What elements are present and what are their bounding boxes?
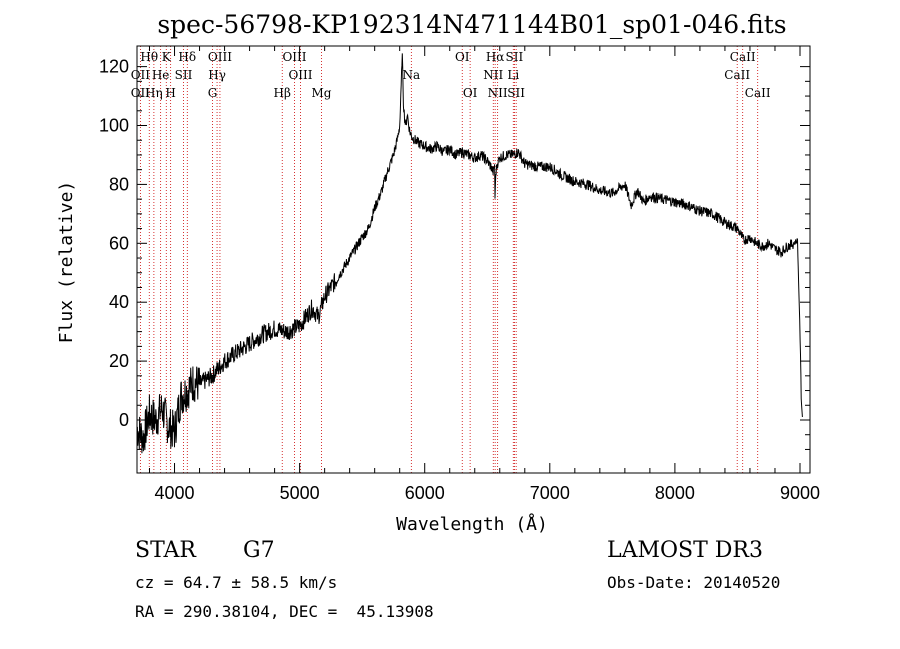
x-tick-label: 8000 — [655, 483, 695, 503]
line-label: Hη — [145, 86, 163, 100]
line-label: H — [165, 86, 175, 100]
y-tick-label: 60 — [109, 233, 129, 253]
line-label: OIII — [288, 68, 312, 82]
line-label: Hδ — [178, 50, 196, 64]
coordinates: RA = 290.38104, DEC = 45.13908 — [135, 602, 434, 621]
y-tick-label: 0 — [119, 410, 129, 430]
line-label: Hα — [486, 50, 505, 64]
line-label: Mg — [312, 86, 332, 100]
line-label: SII — [175, 68, 193, 82]
y-tick-label: 120 — [99, 57, 129, 77]
observation-date: Obs-Date: 20140520 — [607, 573, 781, 592]
line-label: Hγ — [208, 68, 226, 82]
x-tick-label: 5000 — [280, 483, 320, 503]
line-label: Li — [507, 68, 519, 82]
line-label: Hβ — [274, 86, 291, 100]
y-axis: 0 20 40 60 80 100 120 — [99, 57, 810, 450]
line-label: G — [208, 86, 218, 100]
emission-line-markers — [139, 46, 759, 473]
spectrum-line — [136, 53, 803, 454]
redshift-line: cz = 64.7 ± 58.5 km/s — [135, 573, 338, 592]
line-label: SII — [506, 50, 524, 64]
line-label: OIII — [208, 50, 232, 64]
line-label: OI — [455, 50, 470, 64]
line-label: CaII — [745, 86, 771, 100]
chart-title: spec-56798-KP192314N471144B01_sp01-046.f… — [157, 10, 786, 39]
line-label: OI — [463, 86, 478, 100]
line-label: CaII — [730, 50, 756, 64]
line-label: NII — [488, 86, 508, 100]
y-axis-label: Flux (relative) — [56, 181, 77, 344]
line-label: K — [162, 50, 172, 64]
x-tick-label: 9000 — [780, 483, 820, 503]
line-label: Na — [403, 68, 421, 82]
object-subclass: G7 — [243, 538, 275, 563]
y-tick-label: 100 — [99, 116, 129, 136]
x-axis-label: Wavelength (Å) — [396, 513, 548, 535]
line-label: OIII — [282, 50, 306, 64]
y-tick-label: 40 — [109, 292, 129, 312]
y-tick-label: 20 — [109, 351, 129, 371]
line-label: CaII — [724, 68, 750, 82]
y-tick-label: 80 — [109, 174, 129, 194]
line-label: He — [152, 68, 170, 82]
line-label: OII — [131, 68, 151, 82]
object-class: STAR — [135, 538, 196, 563]
line-label: NII — [483, 68, 503, 82]
line-label: OII — [131, 86, 151, 100]
plot-frame — [136, 45, 811, 474]
x-tick-label: 7000 — [530, 483, 570, 503]
line-label: Hθ — [140, 50, 158, 64]
x-tick-label: 4000 — [155, 483, 195, 503]
line-label: SII — [507, 86, 525, 100]
x-tick-label: 6000 — [405, 483, 445, 503]
x-axis: 4000 5000 6000 7000 8000 9000 — [149, 46, 820, 503]
survey-name: LAMOST DR3 — [607, 538, 763, 563]
